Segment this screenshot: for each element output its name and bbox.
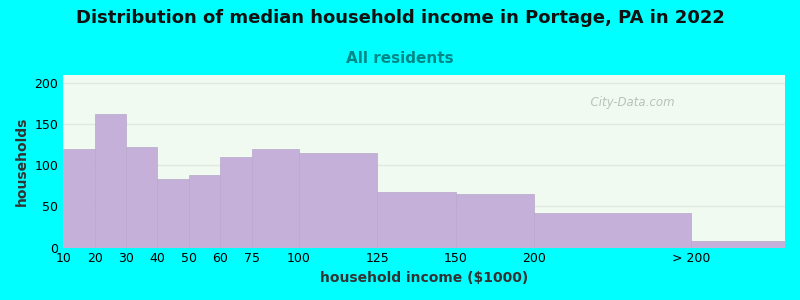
Bar [298,153,377,248]
Bar [158,179,189,248]
Bar [691,241,785,247]
X-axis label: household income ($1000): household income ($1000) [320,271,528,285]
Bar [455,194,534,247]
Bar [63,149,94,248]
Bar [377,192,455,248]
Bar [220,157,251,248]
Bar [94,114,126,248]
Bar [189,175,220,248]
Y-axis label: households: households [15,117,29,206]
Bar [534,213,691,248]
Bar [126,147,158,248]
Text: Distribution of median household income in Portage, PA in 2022: Distribution of median household income … [75,9,725,27]
Bar [251,149,298,248]
Text: All residents: All residents [346,51,454,66]
Text: City-Data.com: City-Data.com [583,96,674,109]
